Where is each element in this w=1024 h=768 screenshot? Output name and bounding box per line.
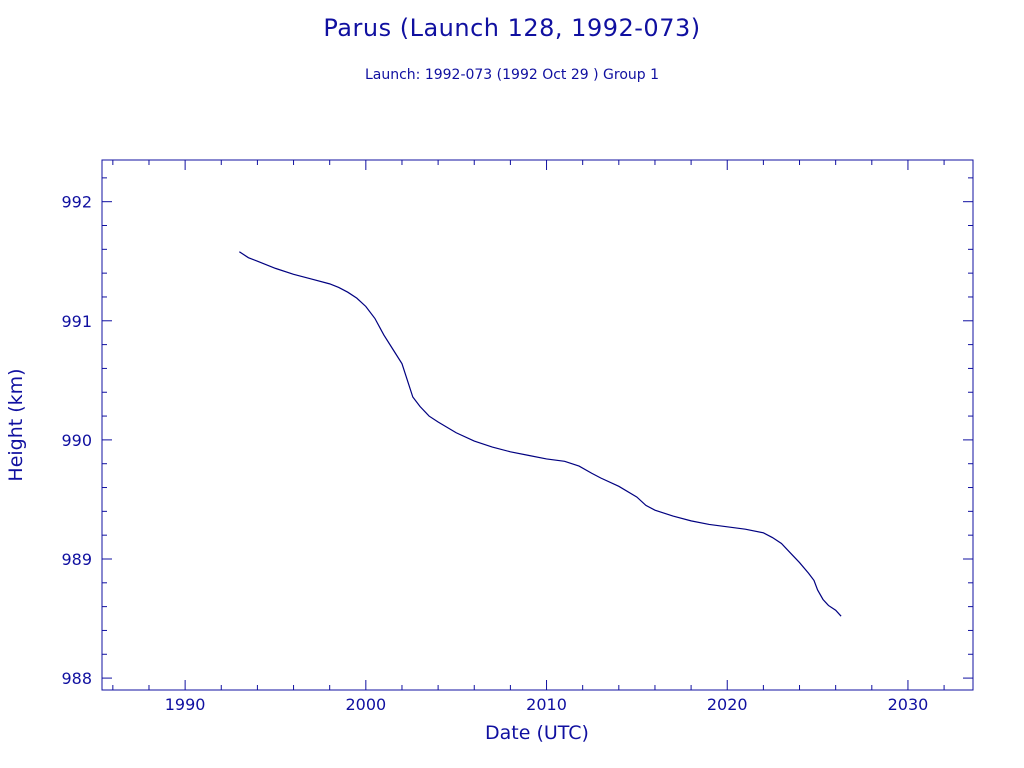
x-tick-label: 2010 <box>526 695 567 714</box>
plot-frame <box>101 159 974 691</box>
tick-labels-group: 1990 2000 2010 2020 2030 988 989 990 991 992 <box>61 193 928 714</box>
y-tick-label: 991 <box>61 312 92 331</box>
x-axis-label: Date (UTC) <box>485 722 589 744</box>
ticks-group <box>102 160 973 690</box>
y-axis-label: Height (km) <box>5 368 27 481</box>
y-tick-label: 988 <box>61 669 92 688</box>
series-line <box>239 251 842 617</box>
x-tick-label: 2000 <box>345 695 386 714</box>
chart-title: Parus (Launch 128, 1992-073) <box>323 14 701 42</box>
y-tick-label: 989 <box>61 550 92 569</box>
chart-subtitle: Launch: 1992-073 (1992 Oct 29 ) Group 1 <box>364 67 660 83</box>
x-tick-label: 2030 <box>888 695 929 714</box>
y-tick-label: 990 <box>61 431 92 450</box>
x-tick-label: 2020 <box>707 695 748 714</box>
y-tick-label: 992 <box>61 193 92 212</box>
x-tick-label: 1990 <box>165 695 206 714</box>
